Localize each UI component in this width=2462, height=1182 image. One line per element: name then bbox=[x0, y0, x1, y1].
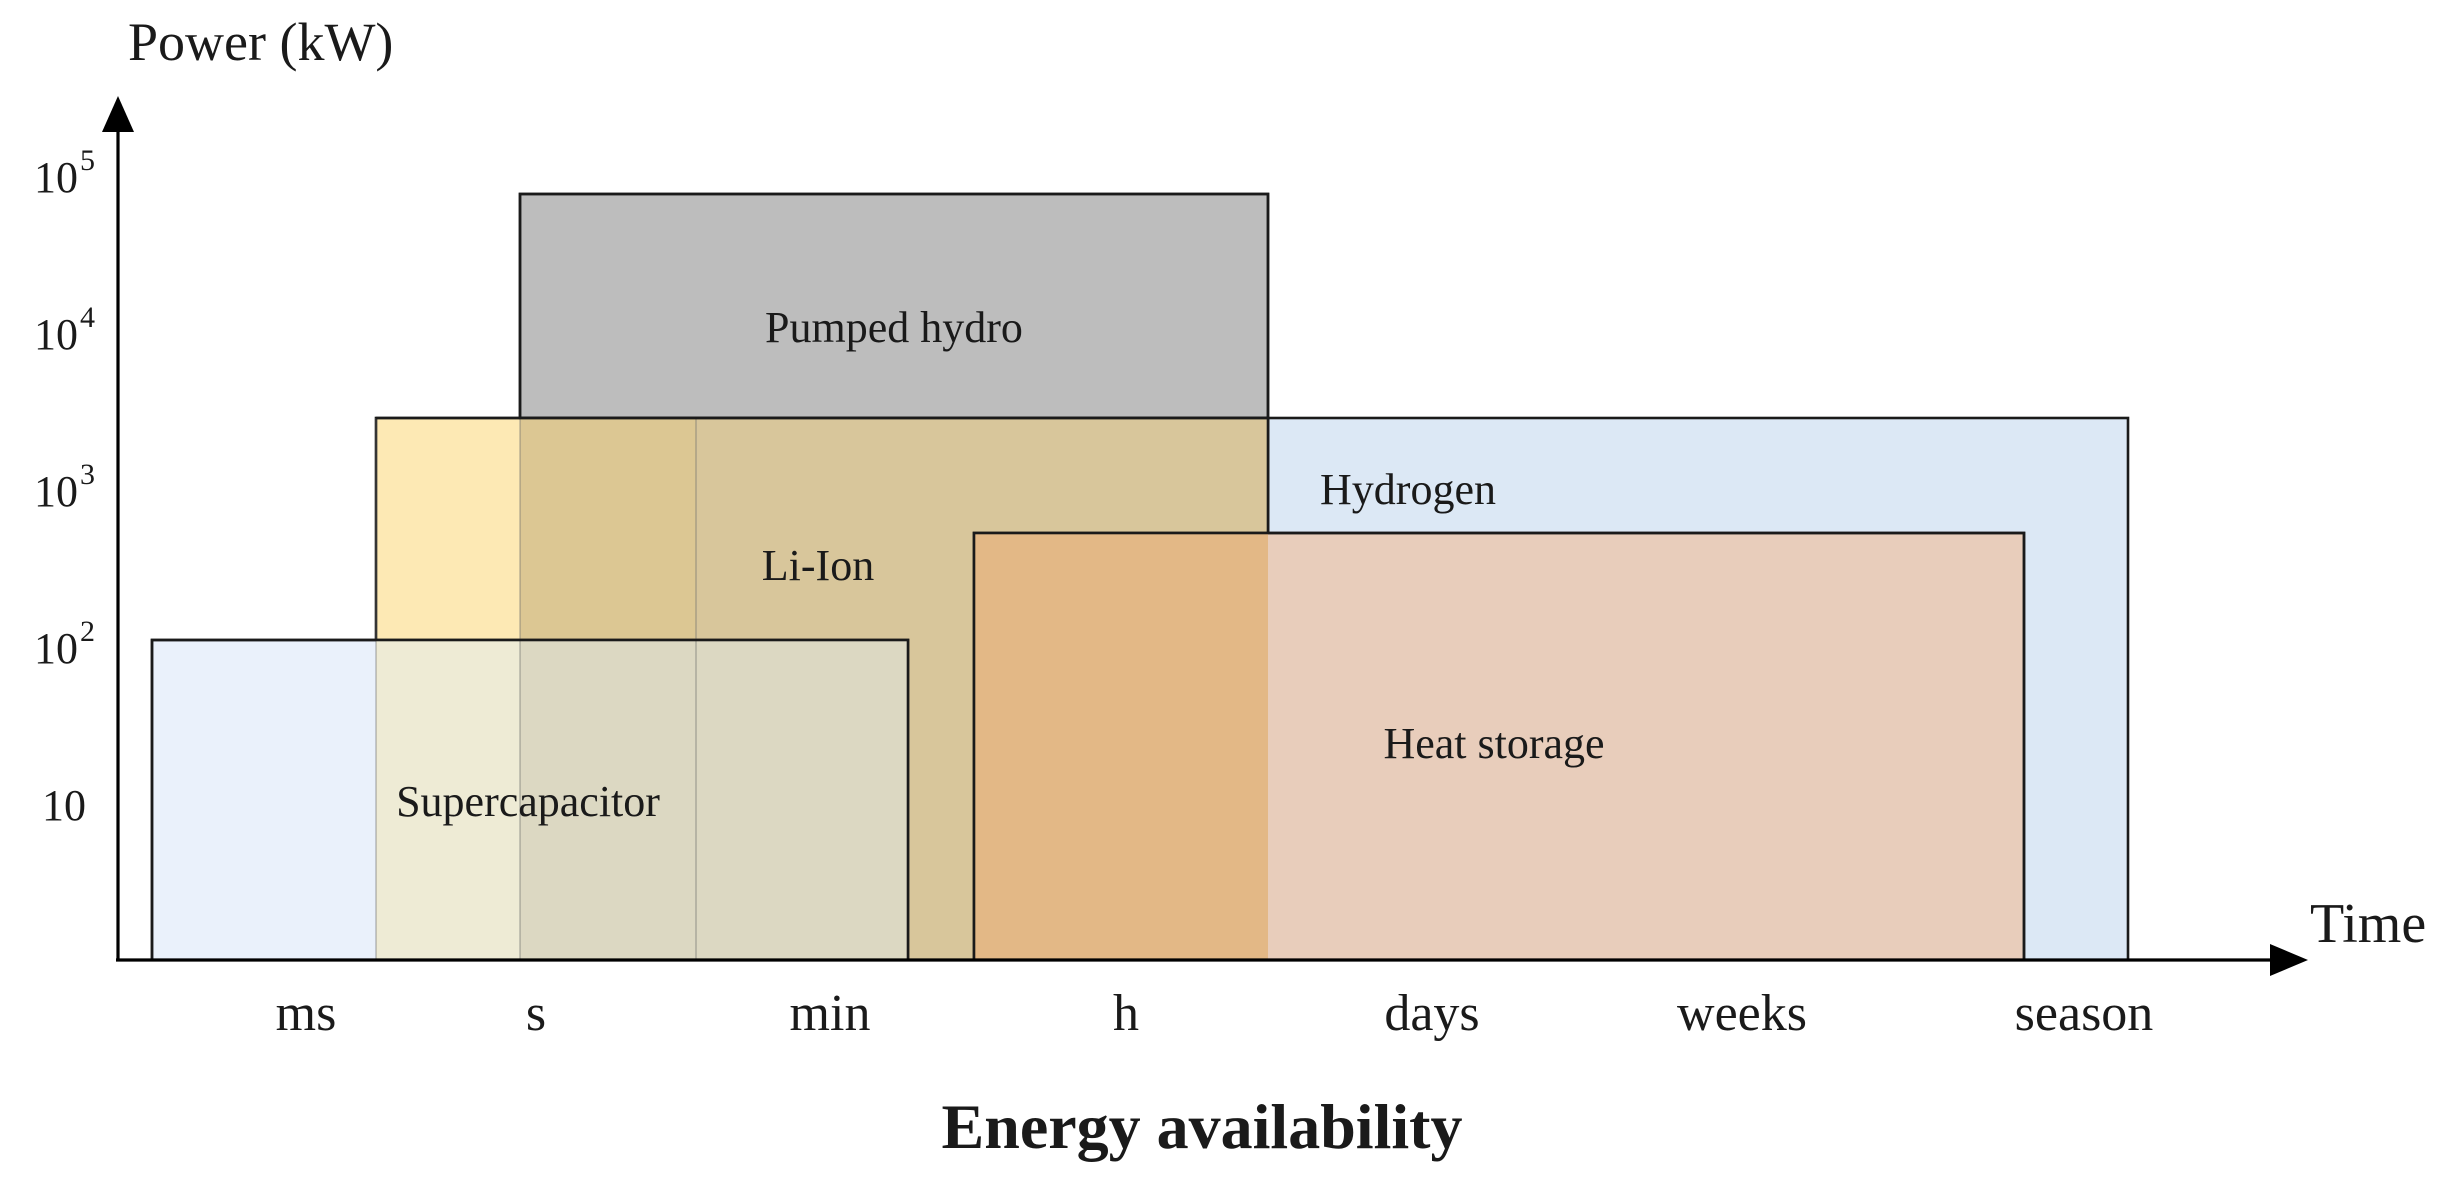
x-tick-label-min: min bbox=[790, 985, 871, 1042]
x-tick-label-s: s bbox=[526, 985, 546, 1042]
y-tick-label-2: 10 bbox=[34, 467, 78, 516]
y-tick-label-4: 10 bbox=[34, 153, 78, 202]
pumped-hydro-box bbox=[518, 192, 1270, 420]
x-tick-label-ms: ms bbox=[276, 985, 337, 1042]
label-li-ion: Li-Ion bbox=[762, 541, 874, 590]
x-tick-label-days: days bbox=[1384, 985, 1479, 1042]
y-tick-exponent-3: 4 bbox=[80, 301, 95, 334]
y-axis-label: Power (kW) bbox=[128, 12, 393, 72]
x-tick-labels: ms s min h days weeks season bbox=[276, 985, 2154, 1042]
x-tick-label-season: season bbox=[2015, 985, 2154, 1042]
x-axis-arrow bbox=[2270, 944, 2308, 976]
x-axis-label: Time bbox=[2310, 893, 2426, 955]
storage-boxes bbox=[150, 192, 2130, 962]
y-tick-exponent-1: 2 bbox=[80, 615, 95, 648]
x-tick-label-weeks: weeks bbox=[1677, 985, 1807, 1042]
y-tick-exponent-4: 5 bbox=[80, 144, 95, 177]
y-tick-exponent-2: 3 bbox=[80, 458, 95, 491]
y-axis-arrow bbox=[102, 96, 134, 132]
label-hydrogen: Hydrogen bbox=[1320, 465, 1496, 514]
x-tick-label-h: h bbox=[1113, 985, 1139, 1042]
li-ion-heat-overlap bbox=[974, 533, 1268, 960]
bottom-label: Energy availability bbox=[942, 1091, 1463, 1162]
y-tick-label-3: 10 bbox=[34, 310, 78, 359]
y-tick-label-0: 10 bbox=[42, 781, 86, 830]
y-tick-label-1: 10 bbox=[34, 624, 78, 673]
li-ion-pumped-supercap-overlap-2 bbox=[696, 640, 908, 960]
label-pumped-hydro: Pumped hydro bbox=[765, 303, 1023, 352]
label-heat-storage: Heat storage bbox=[1383, 719, 1604, 768]
axes bbox=[102, 96, 2308, 976]
box-labels: Pumped hydro Hydrogen Li-Ion Heat storag… bbox=[396, 303, 1605, 826]
label-supercapacitor: Supercapacitor bbox=[396, 777, 660, 826]
